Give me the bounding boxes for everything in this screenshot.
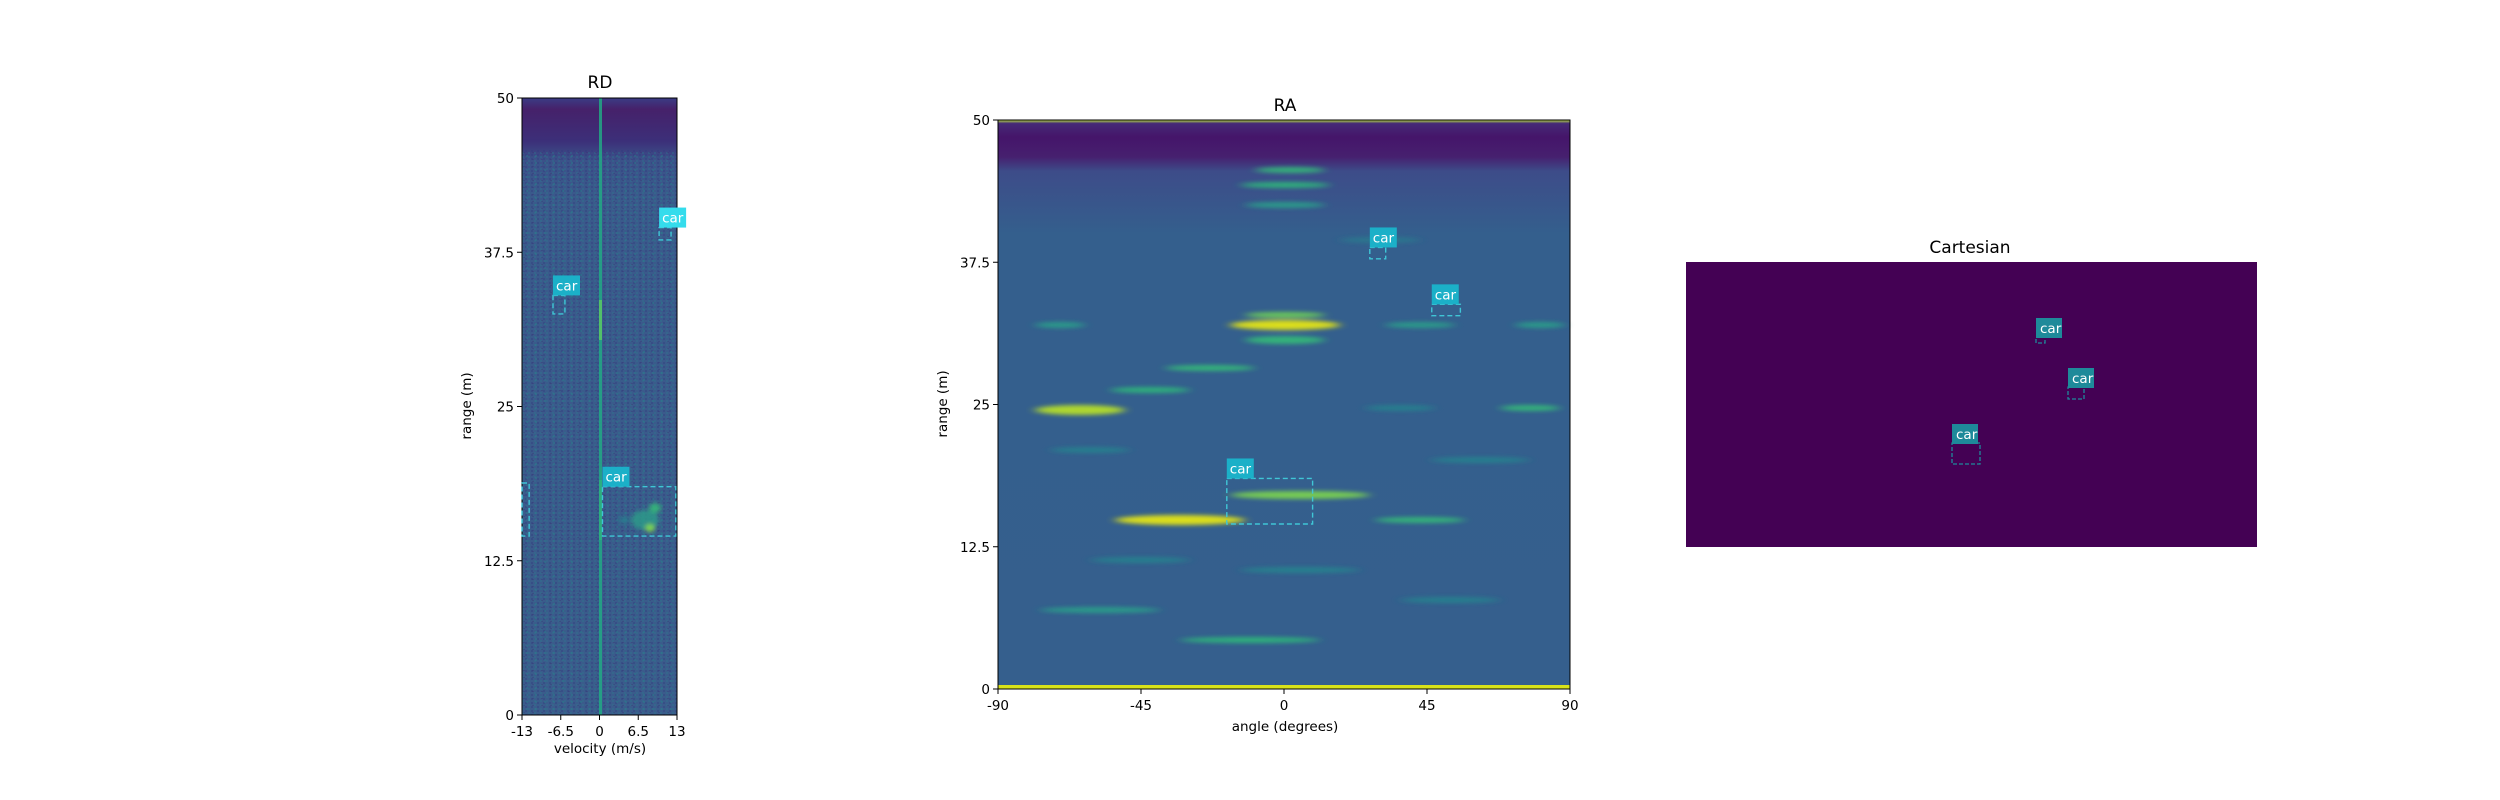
- detection-label-bg: [2036, 318, 2062, 338]
- rd-xtick-label: 0: [595, 724, 604, 740]
- rd-ylabel: range (m): [459, 372, 475, 439]
- detection-label: car: [556, 278, 578, 294]
- detection-box: [1431, 303, 1462, 317]
- detection-box: [2067, 386, 2085, 400]
- detection-label-bg: [2068, 368, 2094, 388]
- rd-axes: -13 -6.5 0 6.5 13 0 12.5 25 37.5 50: [484, 91, 686, 740]
- detection-label: car: [662, 211, 684, 227]
- ra-detection: car: [1226, 458, 1314, 525]
- rd-xtick-label: 13: [668, 724, 685, 740]
- ra-axes: -90 -45 0 45 90 0 12.5 25 37.5 50: [960, 113, 1579, 714]
- detection-label-bg: [553, 275, 580, 296]
- cartesian-canvas: [1686, 262, 2257, 547]
- rd-detection: car: [601, 466, 677, 537]
- ra-detection: car: [1369, 227, 1397, 260]
- detection-box: [658, 226, 672, 241]
- rd-extra-box: [521, 482, 530, 537]
- rd-xtick-label: -6.5: [548, 724, 574, 740]
- detection-label-bg: [659, 207, 687, 228]
- ra-ytick-label: 37.5: [960, 255, 990, 271]
- rd-title: RD: [588, 73, 613, 93]
- ra-ytick-label: 50: [973, 113, 990, 129]
- detection-label: car: [1435, 287, 1457, 303]
- detection-label-bg: [1226, 458, 1254, 479]
- ra-detections: car car car: [1226, 227, 1462, 525]
- rd-ytick-label: 25: [497, 400, 514, 416]
- rd-ytick-label: 12.5: [484, 554, 514, 570]
- rd-panel: RD -13 -6.5 0 6.5 13 0 12.5 25 37.5 50 car carcar …: [459, 73, 687, 757]
- cartesian-detection: car: [2035, 318, 2062, 344]
- ra-title: RA: [1274, 96, 1297, 116]
- rd-xtick-label: 6.5: [628, 724, 649, 740]
- detection-label: car: [2040, 321, 2062, 337]
- detection-box: [1369, 246, 1387, 260]
- detection-label-bg: [1369, 227, 1397, 248]
- ra-ytick-label: 12.5: [960, 540, 990, 556]
- detection-label: car: [1956, 427, 1978, 443]
- ra-detection: car: [1431, 284, 1462, 317]
- ra-heatmap: [998, 120, 1570, 689]
- rd-ytick-label: 37.5: [484, 245, 514, 261]
- detection-box: [1951, 442, 1981, 465]
- cartesian-detections: car car car: [1951, 318, 2094, 465]
- detection-box: [1226, 477, 1314, 525]
- ra-xtick-label: -90: [987, 698, 1009, 714]
- rd-xtick-label: -13: [511, 724, 533, 740]
- ra-xtick-label: -45: [1130, 698, 1152, 714]
- cartesian-panel: Cartesian car car car: [1686, 238, 2257, 547]
- rd-detection: car: [658, 207, 687, 241]
- detection-label: car: [1373, 230, 1395, 246]
- detection-label: car: [2072, 371, 2094, 387]
- ra-ytick-label: 25: [973, 398, 990, 414]
- ra-ylabel: range (m): [935, 370, 951, 437]
- rd-heatmap: [522, 98, 677, 715]
- rd-detections: car car car: [521, 207, 687, 537]
- detection-label-bg: [602, 466, 630, 487]
- detection-label: car: [605, 470, 627, 486]
- ra-xtick-label: 45: [1418, 698, 1435, 714]
- ra-xtick-label: 90: [1561, 698, 1578, 714]
- cartesian-detection: car: [2067, 368, 2094, 400]
- detection-label-bg: [1952, 424, 1978, 444]
- detection-box: [2035, 336, 2046, 344]
- ra-xtick-label: 0: [1280, 698, 1289, 714]
- ra-ytick-label: 0: [981, 682, 990, 698]
- rd-ytick-label: 0: [505, 708, 514, 724]
- cartesian-detection: car: [1951, 424, 1981, 465]
- detection-label: car: [1230, 461, 1252, 477]
- cartesian-title: Cartesian: [1929, 238, 2010, 258]
- ra-xlabel: angle (degrees): [1232, 719, 1339, 735]
- detection-box: [552, 294, 566, 315]
- rd-xlabel: velocity (m/s): [554, 741, 646, 757]
- rd-detection: car: [552, 275, 580, 315]
- ra-panel: RA: [935, 96, 1579, 735]
- detection-box: [601, 486, 677, 537]
- rd-ytick-label: 50: [497, 91, 514, 107]
- detection-label-bg: [1431, 284, 1459, 305]
